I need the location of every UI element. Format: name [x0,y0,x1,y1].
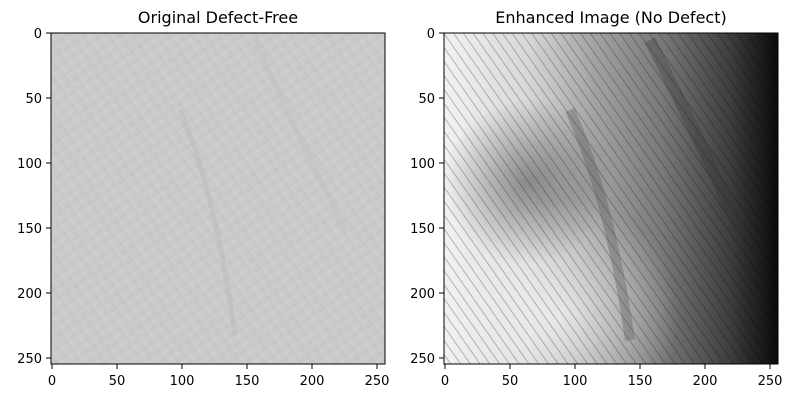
enhanced-x-ticks: 0 50 100 150 200 250 [441,364,783,389]
y-tick-label: 100 [17,157,42,172]
enhanced-y-ticks: 0 50 100 150 200 250 [410,27,444,367]
panel-enhanced: 0 50 100 150 200 250 0 50 100 150 200 [410,27,782,389]
y-tick-label: 100 [410,157,435,172]
y-tick-label: 250 [17,352,42,367]
y-tick-label: 50 [25,92,42,107]
y-tick-label: 0 [34,27,42,42]
y-tick-label: 200 [17,287,42,302]
x-tick-label: 200 [300,374,325,389]
y-tick-label: 250 [410,352,435,367]
y-tick-label: 50 [418,92,435,107]
x-tick-label: 250 [758,374,783,389]
original-axes-frame [50,32,386,365]
y-tick-label: 0 [427,27,435,42]
panel-title-enhanced: Enhanced Image (No Defect) [495,8,727,27]
x-tick-label: 150 [235,374,260,389]
x-tick-label: 100 [170,374,195,389]
panel-title-original: Original Defect-Free [137,8,299,27]
x-tick-label: 50 [109,374,126,389]
y-tick-label: 150 [410,222,435,237]
x-tick-label: 0 [441,374,449,389]
x-tick-label: 150 [628,374,653,389]
x-tick-label: 0 [48,374,56,389]
y-tick-label: 150 [17,222,42,237]
original-y-ticks: 0 50 100 150 200 250 [17,27,51,367]
x-tick-label: 200 [693,374,718,389]
original-x-ticks: 0 50 100 150 200 250 [48,364,390,389]
x-tick-label: 50 [502,374,519,389]
panel-original: 0 50 100 150 200 250 0 50 100 150 200 [17,27,389,389]
original-image [51,33,385,364]
x-tick-label: 250 [365,374,390,389]
y-tick-label: 200 [410,287,435,302]
x-tick-label: 100 [563,374,588,389]
enhanced-axes-frame [443,32,779,365]
